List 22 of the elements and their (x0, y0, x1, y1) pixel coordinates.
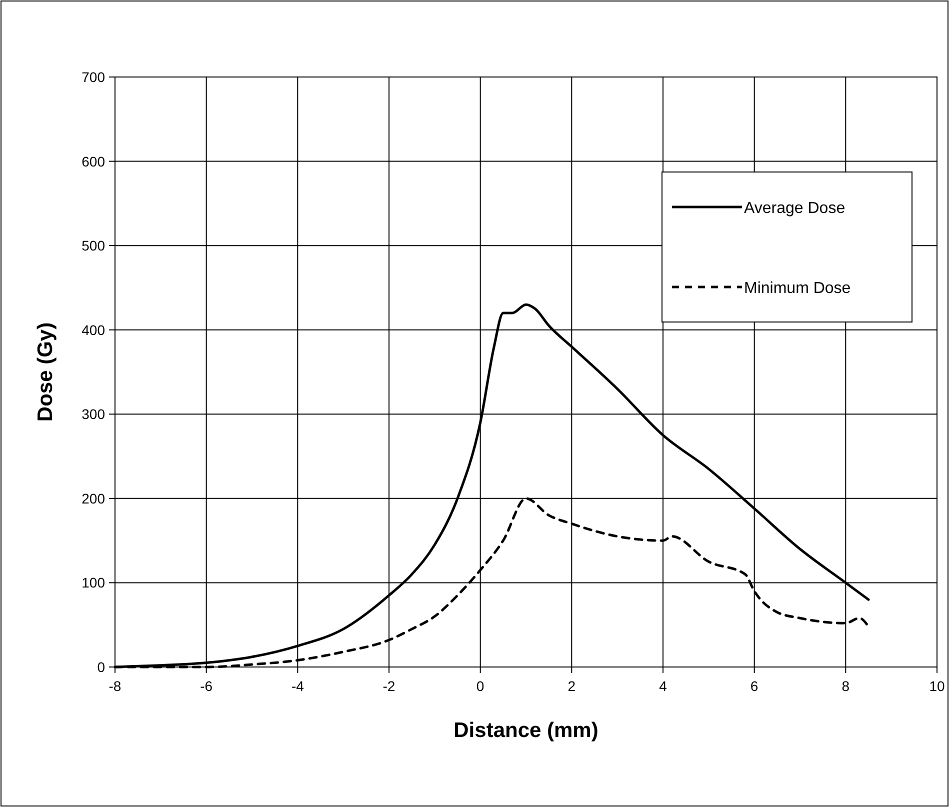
y-axis-title: Dose (Gy) (34, 322, 57, 422)
legend-label: Minimum Dose (744, 280, 851, 297)
legend-label: Average Dose (744, 200, 846, 217)
x-tick-label: 2 (568, 678, 576, 694)
x-axis-title: Distance (mm) (454, 719, 598, 742)
y-tick-label: 700 (82, 69, 106, 85)
x-tick-label: -4 (291, 678, 304, 694)
y-tick-label: 400 (82, 322, 106, 338)
x-tick-label: 8 (842, 678, 850, 694)
x-tick-label: -8 (108, 678, 122, 694)
x-tick-label: -2 (382, 678, 396, 694)
y-tick-label: 600 (82, 153, 106, 170)
x-tick-label: 0 (476, 678, 484, 694)
y-tick-label: 0 (97, 659, 106, 675)
x-tick-label: -6 (200, 678, 213, 694)
y-tick-label: 100 (82, 574, 106, 591)
x-tick-label: 6 (750, 678, 758, 694)
x-tick-label: 4 (659, 678, 668, 694)
y-tick-label: 500 (82, 238, 106, 254)
y-tick-label: 200 (82, 490, 106, 506)
y-tick-label: 300 (82, 406, 106, 422)
x-tick-label: 10 (929, 678, 945, 694)
